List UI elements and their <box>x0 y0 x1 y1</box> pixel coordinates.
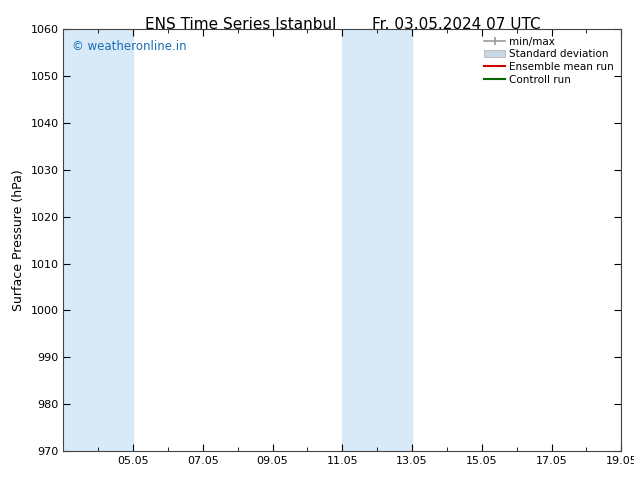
Legend: min/max, Standard deviation, Ensemble mean run, Controll run: min/max, Standard deviation, Ensemble me… <box>482 35 616 87</box>
Bar <box>342 29 412 451</box>
Text: Fr. 03.05.2024 07 UTC: Fr. 03.05.2024 07 UTC <box>372 17 541 32</box>
Text: ENS Time Series Istanbul: ENS Time Series Istanbul <box>145 17 337 32</box>
Y-axis label: Surface Pressure (hPa): Surface Pressure (hPa) <box>12 169 25 311</box>
Text: © weatheronline.in: © weatheronline.in <box>72 40 186 53</box>
Bar <box>63 29 133 451</box>
